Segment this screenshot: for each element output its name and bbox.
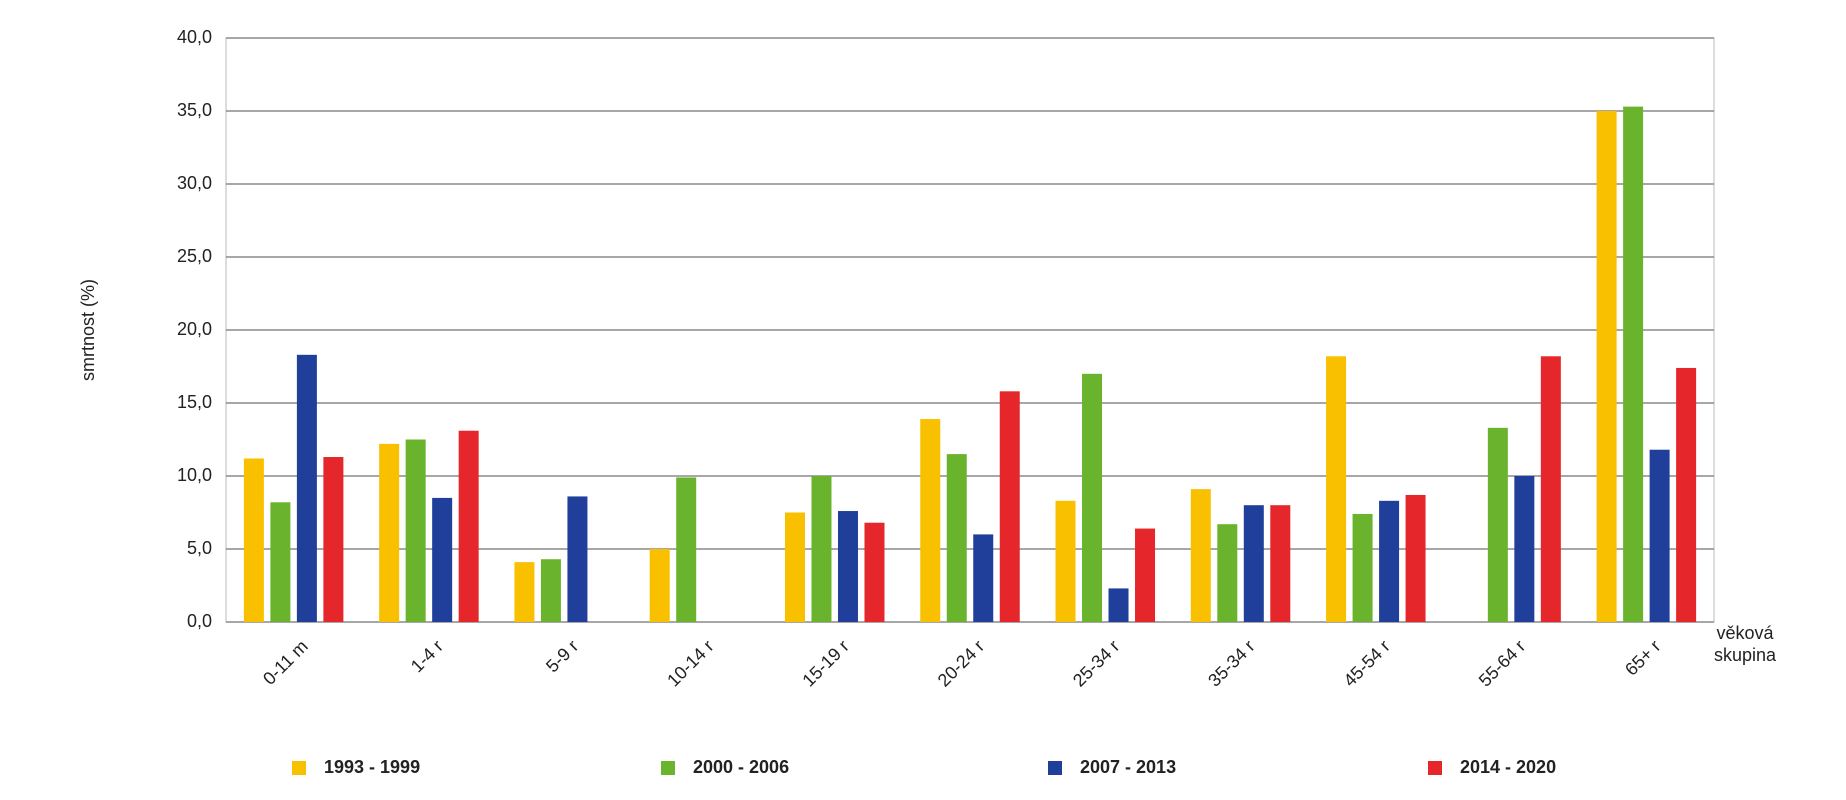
bar (676, 477, 697, 622)
x-tick-label: 55-64 r (1475, 636, 1529, 690)
bar (1108, 588, 1129, 622)
y-tick-label: 40,0 (177, 27, 212, 47)
bar (243, 458, 264, 622)
y-tick-label: 25,0 (177, 246, 212, 266)
bar (649, 549, 670, 622)
bar (1540, 356, 1561, 622)
bar (1135, 528, 1156, 622)
y-tick-label: 35,0 (177, 100, 212, 120)
bar (1487, 427, 1508, 622)
bar (784, 512, 805, 622)
bar (1082, 373, 1103, 622)
x-tick-label: 5-9 r (542, 636, 582, 676)
bar (432, 497, 453, 622)
bar (1514, 476, 1535, 622)
bar (1676, 367, 1697, 622)
bar (837, 511, 858, 622)
bar (999, 391, 1020, 622)
bar (1243, 505, 1264, 622)
legend-swatch (292, 761, 306, 775)
bar (379, 443, 400, 622)
bar (811, 476, 832, 622)
bar (1055, 500, 1076, 622)
legend-label: 2014 - 2020 (1460, 757, 1556, 777)
bar (1596, 111, 1617, 622)
bar (514, 562, 535, 622)
bar (296, 354, 317, 622)
bar (1217, 524, 1238, 622)
bar (323, 457, 344, 622)
y-tick-label: 5,0 (187, 538, 212, 558)
bar (1623, 106, 1644, 623)
y-tick-label: 0,0 (187, 611, 212, 631)
bar (973, 534, 994, 622)
bar (540, 559, 561, 622)
x-tick-label: 65+ r (1621, 636, 1665, 680)
bar (270, 502, 291, 622)
legend-label: 2000 - 2006 (693, 757, 789, 777)
x-tick-label: 0-11 m (259, 636, 312, 689)
bar (946, 454, 967, 622)
legend-label: 2007 - 2013 (1080, 757, 1176, 777)
bar (1190, 489, 1211, 622)
bar (1379, 500, 1400, 622)
bar (1270, 505, 1291, 622)
bar (1649, 449, 1670, 622)
legend-swatch (1048, 761, 1062, 775)
bar (405, 439, 426, 622)
y-tick-label: 15,0 (177, 392, 212, 412)
x-axis-title: věková skupina (1713, 623, 1777, 665)
bar (1352, 513, 1373, 622)
x-tick-label: 35-34 r (1204, 636, 1258, 690)
y-tick-label: 10,0 (177, 465, 212, 485)
bar (1326, 356, 1347, 622)
legend-swatch (1428, 761, 1442, 775)
x-tick-label: 20-24 r (934, 636, 988, 690)
bar (458, 430, 479, 622)
bar (864, 522, 885, 622)
x-tick-label: 25-34 r (1069, 636, 1123, 690)
y-tick-label: 20,0 (177, 319, 212, 339)
x-tick-label: 10-14 r (663, 636, 717, 690)
y-axis-title: smrtnost (%) (78, 279, 98, 381)
bar (920, 419, 941, 622)
bar (567, 496, 588, 622)
x-tick-label: 15-19 r (798, 636, 852, 690)
y-tick-label: 30,0 (177, 173, 212, 193)
legend-label: 1993 - 1999 (324, 757, 420, 777)
x-tick-label: 1-4 r (407, 636, 447, 676)
bar (1405, 494, 1426, 622)
legend-swatch (661, 761, 675, 775)
x-tick-label: 45-54 r (1340, 636, 1394, 690)
